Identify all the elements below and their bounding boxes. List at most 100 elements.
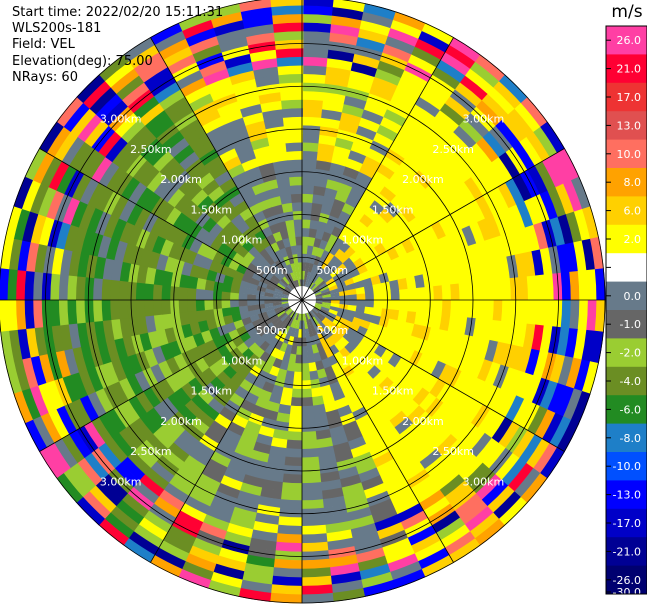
range-gate <box>102 257 115 280</box>
range-gate <box>474 381 494 406</box>
range-gate <box>157 201 176 222</box>
range-gate <box>313 295 323 299</box>
range-gate <box>256 285 267 293</box>
range-gate <box>299 279 303 289</box>
range-gate <box>286 263 294 274</box>
range-gate <box>302 82 326 93</box>
range-gate <box>213 307 224 319</box>
range-gate <box>456 395 476 419</box>
range-gate <box>152 283 163 300</box>
range-gate <box>151 235 167 254</box>
range-gate <box>274 339 284 351</box>
range-gate <box>309 378 321 389</box>
range-gate <box>401 182 420 201</box>
range-gate <box>174 509 204 531</box>
range-gate <box>269 222 281 235</box>
range-gate <box>366 147 386 165</box>
range-gate <box>505 146 529 176</box>
range-gate <box>379 186 397 203</box>
range-gate <box>229 451 251 467</box>
range-gate <box>56 95 85 127</box>
range-gate <box>312 303 322 309</box>
range-gate <box>321 357 332 369</box>
range-gate <box>484 279 495 302</box>
range-gate <box>401 238 416 254</box>
range-gate <box>344 391 360 406</box>
range-gate <box>288 414 302 424</box>
range-gate <box>238 286 249 295</box>
range-gate <box>293 371 302 381</box>
range-gate <box>272 299 282 304</box>
range-gate <box>393 417 414 436</box>
range-gate <box>371 413 390 430</box>
range-gate <box>279 313 289 322</box>
range-gate <box>251 520 279 534</box>
range-gate <box>316 247 325 258</box>
range-gate <box>347 514 375 531</box>
range-gate <box>259 248 271 260</box>
range-gate <box>442 387 461 409</box>
range-gate <box>433 467 460 491</box>
range-gate <box>309 370 319 381</box>
range-gate <box>317 257 326 268</box>
range-gate <box>321 495 346 509</box>
range-gate <box>274 308 285 315</box>
range-gate <box>263 295 274 300</box>
range-gate <box>157 359 174 379</box>
range-gate <box>5 204 23 239</box>
range-gate <box>274 212 286 224</box>
range-gate <box>54 192 73 223</box>
range-gate <box>349 322 361 333</box>
range-gate <box>202 178 221 196</box>
range-gate <box>320 287 331 294</box>
range-gate <box>457 182 477 205</box>
range-gate <box>105 136 129 163</box>
range-gate <box>330 268 340 279</box>
range-gate <box>306 319 312 329</box>
range-gate <box>187 544 219 565</box>
range-gate <box>367 267 380 279</box>
range-gate <box>135 390 154 413</box>
range-gate <box>314 315 322 324</box>
range-gate <box>214 139 236 157</box>
plot-metadata: Start time: 2022/02/20 15:11:31 WLS200s-… <box>12 5 223 86</box>
range-gate <box>75 298 86 324</box>
range-gate <box>245 120 267 134</box>
range-ring-label: 3.00km <box>100 475 142 488</box>
range-gate <box>447 315 460 334</box>
range-gate <box>409 475 436 497</box>
range-gate <box>87 181 107 209</box>
range-gate <box>153 268 165 286</box>
range-gate <box>347 294 358 301</box>
range-gate <box>278 280 287 288</box>
range-gate <box>285 219 295 230</box>
range-gate <box>329 255 340 266</box>
range-gate <box>430 221 447 241</box>
range-gate <box>324 337 335 348</box>
range-gate <box>554 385 575 418</box>
range-gate <box>306 271 312 281</box>
range-gate <box>375 263 388 276</box>
range-gate <box>394 357 410 374</box>
range-gate <box>95 185 115 212</box>
range-gate <box>88 231 104 257</box>
range-gate <box>282 116 303 127</box>
range-gate <box>455 316 468 336</box>
range-gate <box>547 187 567 219</box>
range-ring-label: 1.00km <box>221 354 263 367</box>
range-gate <box>300 550 330 561</box>
range-gate <box>143 467 170 491</box>
range-gate <box>253 512 280 526</box>
azimuth-spoke <box>301 37 454 301</box>
range-gate <box>137 516 168 541</box>
range-gate <box>222 314 234 325</box>
range-gate <box>320 249 330 261</box>
range-gate <box>526 405 548 436</box>
range-gate <box>189 416 210 435</box>
range-gate <box>268 314 279 323</box>
range-gate <box>62 466 90 498</box>
range-gate <box>144 266 157 285</box>
range-gate <box>407 300 418 313</box>
range-ring-label: 2.00km <box>160 415 202 428</box>
range-gate <box>113 337 128 360</box>
